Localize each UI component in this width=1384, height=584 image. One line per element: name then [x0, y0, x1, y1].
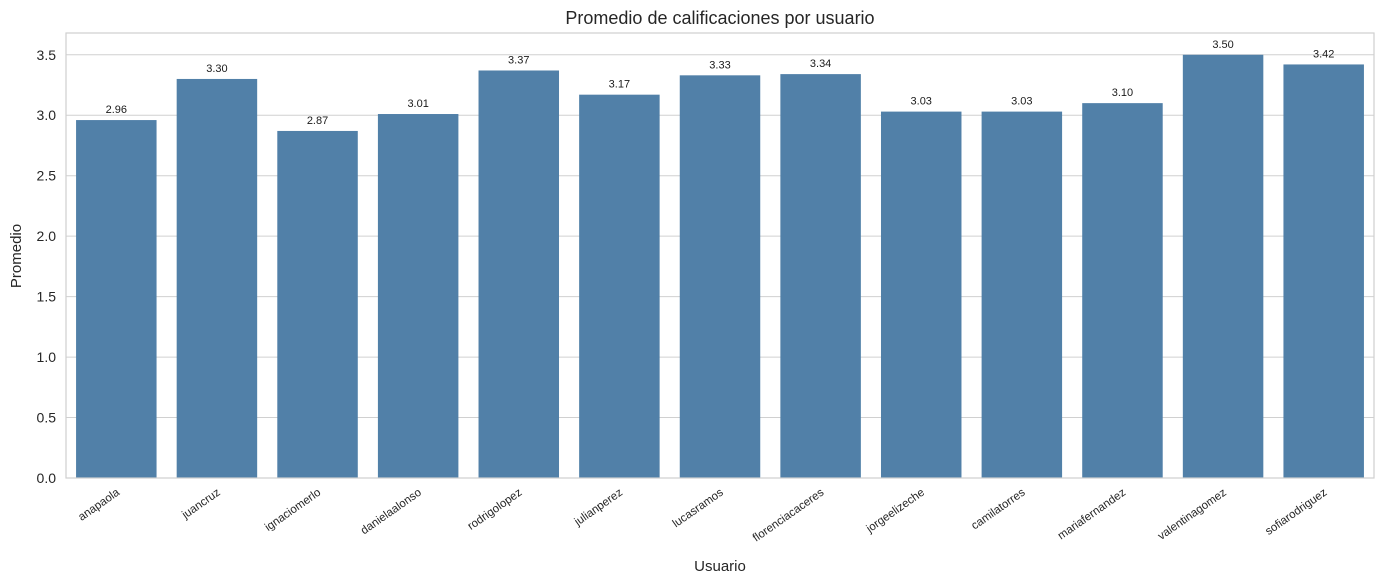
y-tick-label: 3.5 [37, 47, 57, 63]
y-tick-label: 3.0 [37, 107, 57, 123]
bar [176, 78, 258, 479]
bar [579, 94, 660, 478]
bar-value-label: 3.03 [1011, 96, 1032, 108]
x-tick-label: anapaola [76, 486, 122, 523]
bar-value-label: 2.87 [307, 115, 328, 127]
x-tick-label: camilatorres [969, 486, 1027, 532]
x-tick-label: juancruz [179, 486, 223, 521]
x-tick-label: lucasramos [671, 486, 726, 530]
x-tick-label: danielaalonso [359, 487, 424, 538]
bar [1283, 64, 1364, 478]
x-axis-ticks: anapaola juancruz ignaciomerlo danielaalons… [76, 486, 1329, 544]
bar-value-label: 3.10 [1112, 87, 1133, 99]
y-tick-label: 1.5 [37, 289, 57, 305]
value-labels: 2.96 3.30 2.87 3.01 3.37 3.17 3.33 3.34 3.03 3.03… [106, 39, 1335, 127]
y-tick-label: 2.0 [37, 228, 57, 244]
x-tick-label: sofiarodriguez [1263, 486, 1329, 537]
x-tick-label: florenciacaceres [751, 486, 827, 544]
y-tick-label: 0.0 [37, 470, 57, 486]
x-tick-label: rodrigolopez [466, 486, 525, 532]
y-tick-label: 1.0 [37, 349, 57, 365]
bar [76, 120, 157, 478]
x-axis-label: Usuario [694, 558, 746, 575]
bar [679, 75, 761, 479]
bar-value-label: 3.34 [810, 58, 831, 70]
bar-value-label: 3.42 [1313, 48, 1334, 60]
y-tick-label: 2.5 [37, 168, 57, 184]
bar [478, 70, 560, 478]
bar [981, 111, 1063, 479]
bar-value-label: 3.37 [508, 54, 529, 66]
bar [1082, 103, 1163, 479]
x-tick-label: valentinagomez [1156, 486, 1229, 542]
y-axis-label: Promedio [8, 224, 25, 288]
bar-value-label: 3.30 [206, 63, 227, 75]
x-tick-label: jorgeelizeche [864, 487, 927, 536]
bars [76, 54, 1364, 479]
plot-frame [65, 32, 1375, 479]
bar [880, 111, 962, 479]
bar-value-label: 2.96 [106, 104, 127, 116]
x-tick-label: mariafernandez [1056, 486, 1129, 542]
x-tick-label: julianperez [572, 486, 625, 528]
bar [780, 74, 861, 478]
bar-value-label: 3.17 [609, 79, 630, 91]
x-tick-label: ignaciomerlo [263, 487, 323, 534]
bar-value-label: 3.33 [709, 59, 730, 71]
y-tick-label: 0.5 [37, 410, 57, 426]
bar-value-label: 3.50 [1212, 39, 1233, 51]
bar-value-label: 3.01 [407, 98, 428, 110]
bar-value-label: 3.03 [911, 96, 932, 108]
y-axis-ticks: 0.0 0.5 1.0 1.5 2.0 2.5 3.0 3.5 [37, 47, 57, 486]
bar [377, 114, 459, 479]
bar [277, 130, 358, 478]
bar [1182, 54, 1264, 479]
chart-title: Promedio de calificaciones por usuario [565, 8, 874, 28]
